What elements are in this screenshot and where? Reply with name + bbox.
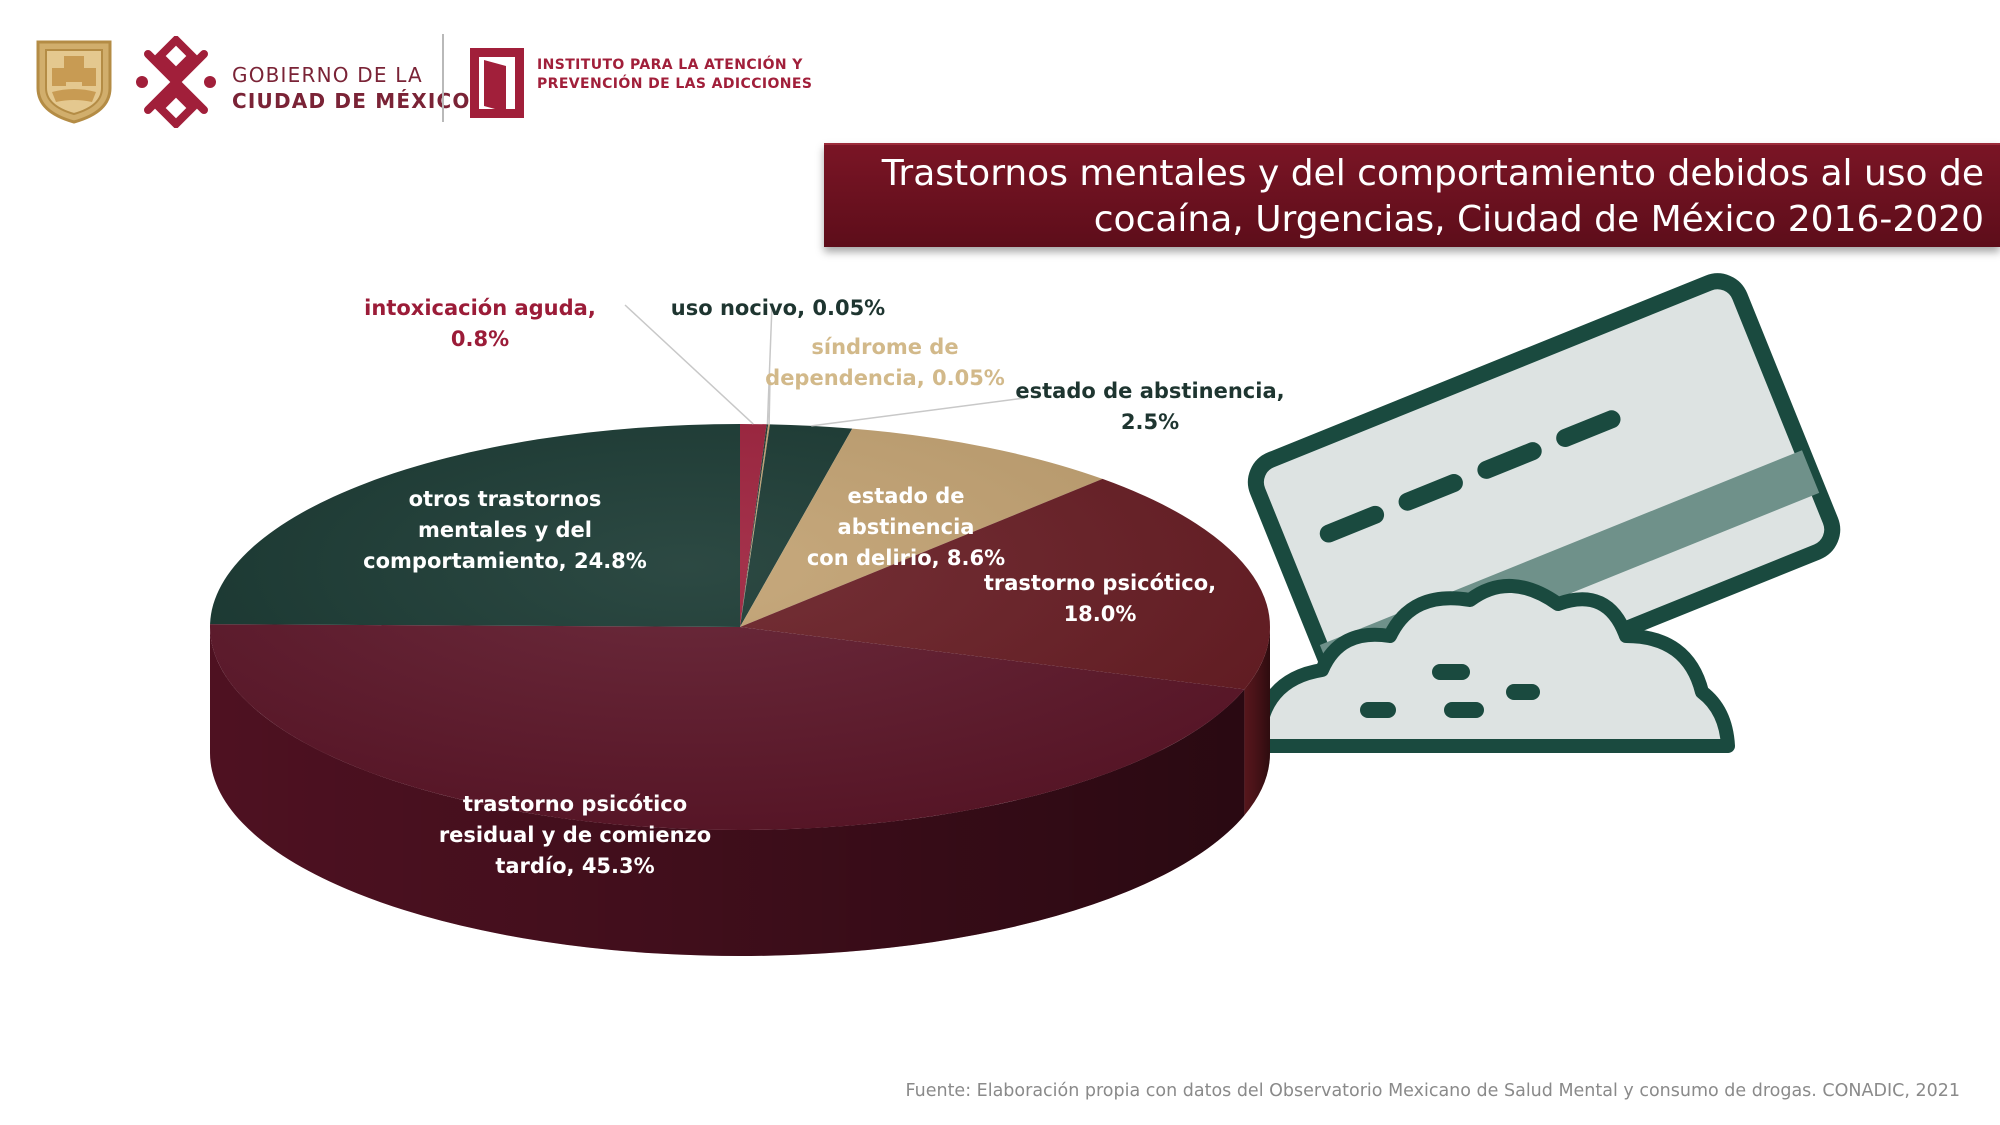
cocaine-illustration: [1247, 273, 1841, 753]
pie-side-shade-5: [1244, 627, 1270, 816]
gov-line2: CIUDAD DE MÉXICO: [232, 89, 471, 113]
pie-top: [210, 424, 1270, 830]
iapa-line2: PREVENCIÓN DE LAS ADICCIONES: [537, 76, 813, 92]
iapa-logo-icon: [470, 48, 524, 118]
label-trastorno-psicotico: trastorno psicótico, 18.0%: [975, 568, 1225, 630]
pie-top-shade: [210, 424, 1270, 830]
pie-side: [210, 627, 1270, 956]
leader-line-0: [624, 304, 754, 425]
label-sindrome-line2: dependencia, 0.05%: [765, 366, 1005, 390]
label-psicotico-residual: trastorno psicótico residual y de comien…: [420, 789, 730, 882]
iapa-line1: INSTITUTO PARA LA ATENCIÓN Y: [537, 57, 803, 73]
title-banner: Trastornos mentales y del comportamiento…: [824, 143, 2000, 247]
pie-leader-lines: [624, 304, 1026, 427]
label-residual-line1: trastorno psicótico: [462, 792, 688, 816]
cdmx-logo-icon: [136, 36, 216, 128]
label-estado-abstinencia: estado de abstinencia, 2.5%: [1010, 376, 1290, 438]
chart-title: Trastornos mentales y del comportamiento…: [834, 151, 1984, 243]
leader-line-2: [768, 379, 771, 425]
leader-line-1: [766, 304, 773, 425]
label-otros-line2: mentales y del: [417, 518, 592, 542]
powder-pile-icon: [1251, 578, 1735, 753]
title-line1: Trastornos mentales y del comportamiento…: [881, 153, 1984, 194]
header-divider: [442, 34, 444, 122]
label-psicotico-line1: trastorno psicótico,: [983, 571, 1217, 595]
label-otros-line1: otros trastornos: [408, 487, 602, 511]
label-psicotico-line2: 18.0%: [1063, 602, 1137, 626]
label-sindrome-dependencia: síndrome de dependencia, 0.05%: [765, 332, 1005, 394]
label-uso-nocivo: uso nocivo, 0.05%: [670, 296, 886, 320]
header: GOBIERNO DE LA CIUDAD DE MÉXICO INSTITUT…: [0, 0, 2000, 150]
label-residual-line3: tardío, 45.3%: [495, 854, 655, 878]
label-residual-line2: residual y de comienzo: [438, 823, 712, 847]
label-abstinencia-delirio: estado de abstinencia con delirio, 8.6%: [776, 481, 1036, 574]
label-delirio-line1: estado de abstinencia: [837, 484, 975, 539]
label-abstinencia-line2: 2.5%: [1120, 410, 1180, 434]
pie-side-shade-6: [210, 627, 1245, 956]
label-intoxicacion-aguda: intoxicación aguda, 0.8%: [364, 296, 596, 351]
label-otros-line3: comportamiento, 24.8%: [363, 549, 647, 573]
iapa-text: INSTITUTO PARA LA ATENCIÓN Y PREVENCIÓN …: [537, 56, 812, 94]
title-line2: cocaína, Urgencias, Ciudad de México 201…: [1093, 199, 1984, 240]
cdmx-shield-icon: [36, 40, 112, 124]
label-sindrome-line1: síndrome de: [811, 335, 959, 359]
label-abstinencia-line1: estado de abstinencia,: [1015, 379, 1285, 403]
source-note: Fuente: Elaboración propia con datos del…: [905, 1081, 1960, 1101]
label-delirio-line2: con delirio, 8.6%: [806, 546, 1006, 570]
gov-text: GOBIERNO DE LA CIUDAD DE MÉXICO: [232, 62, 471, 114]
label-otros-trastornos: otros trastornos mentales y del comporta…: [355, 484, 655, 577]
leader-line-3: [811, 397, 1026, 427]
gov-line1: GOBIERNO DE LA: [232, 63, 423, 87]
